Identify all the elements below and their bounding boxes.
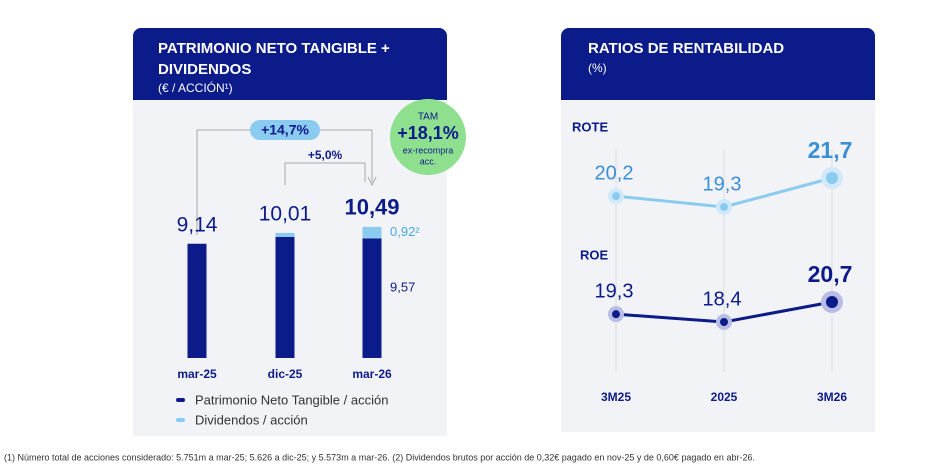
footnote: (1) Número total de acciones considerado… — [4, 452, 755, 462]
arrow — [367, 176, 377, 187]
value-label: 20,7 — [808, 261, 853, 287]
subtitle: (%) — [588, 61, 607, 75]
x-tick-label: 3M26 — [817, 390, 847, 404]
title: PATRIMONIO NETO TANGIBLE + — [158, 40, 390, 57]
value-label: 0,92² — [390, 224, 420, 239]
pill — [250, 120, 320, 140]
bar-segment — [275, 236, 295, 358]
point — [826, 296, 838, 308]
bracket — [284, 162, 366, 185]
x-tick-label: mar-26 — [352, 367, 392, 381]
value-label: 18,4 — [703, 288, 742, 310]
total-label: 10,49 — [344, 195, 399, 220]
bar-segment — [362, 238, 382, 358]
value-label: 19,3 — [703, 173, 742, 195]
tam-note: acc. — [420, 156, 437, 166]
title: DIVIDENDOS — [158, 61, 251, 78]
point — [612, 310, 620, 319]
value-label: 9,57 — [390, 280, 415, 295]
x-tick-label: 2025 — [711, 390, 738, 404]
point — [826, 172, 838, 184]
value-label: 20,2 — [595, 162, 634, 184]
legend-label: Patrimonio Neto Tangible / acción — [195, 392, 388, 407]
tam-badge — [390, 99, 466, 175]
value-label: 21,7 — [808, 137, 853, 163]
tam-value: +18,1% — [397, 123, 459, 143]
tam-label: TAM — [418, 112, 438, 123]
total-label: 9,14 — [177, 213, 218, 236]
x-tick-label: dic-25 — [268, 367, 303, 381]
growth-label: +5,0% — [308, 148, 343, 162]
value-label: 19,3 — [595, 280, 634, 302]
x-tick-label: mar-25 — [177, 367, 217, 381]
bar-segment — [187, 243, 207, 358]
legend-label: Dividendos / acción — [195, 412, 308, 427]
point — [612, 192, 620, 201]
legend-marker — [176, 418, 185, 422]
right-header-base — [561, 80, 875, 100]
x-tick-label: 3M25 — [601, 390, 631, 404]
bar-segment — [362, 226, 382, 239]
legend-marker — [176, 398, 185, 402]
title: RATIOS DE RENTABILIDAD — [588, 40, 784, 57]
point — [720, 203, 728, 211]
growth-label: +14,7% — [261, 122, 309, 138]
left-header-base — [133, 80, 447, 100]
right-card — [561, 100, 875, 432]
series-label: ROTE — [572, 119, 608, 134]
total-label: 10,01 — [259, 202, 312, 225]
series-label: ROE — [580, 247, 609, 262]
point — [720, 318, 728, 326]
tam-note: ex-recompra — [403, 145, 454, 155]
subtitle: (€ / ACCIÓN¹) — [158, 80, 233, 95]
bar-segment — [275, 232, 295, 237]
